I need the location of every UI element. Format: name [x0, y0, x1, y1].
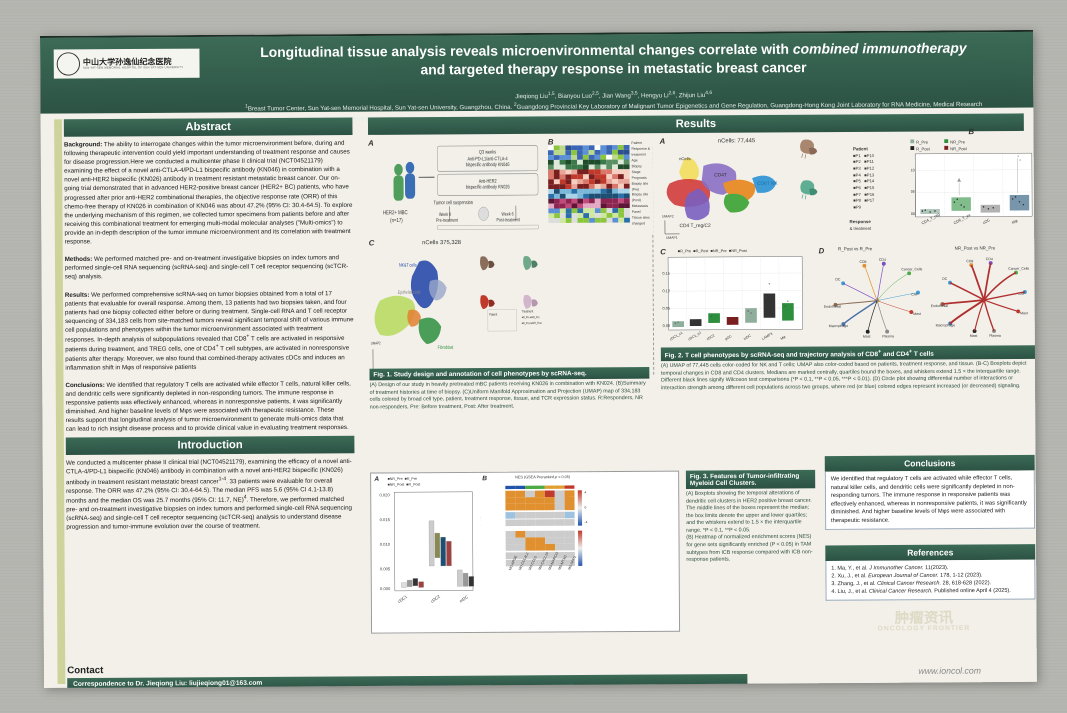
svg-text:Cancer_Cells: Cancer_Cells: [1008, 267, 1029, 271]
svg-text:Mast: Mast: [1020, 311, 1028, 315]
svg-text:0.000: 0.000: [380, 586, 391, 591]
svg-text:cDC: cDC: [982, 217, 991, 225]
svg-text:0.00: 0.00: [663, 323, 671, 328]
svg-text:-4: -4: [585, 520, 588, 524]
svg-text:bispecific antibody KN046: bispecific antibody KN046: [466, 162, 510, 168]
svg-text:UMAP1: UMAP1: [666, 236, 678, 240]
svg-text:TGFβ Signaling: TGFβ Signaling: [481, 564, 482, 568]
svg-text:Q3 weeks: Q3 weeks: [479, 149, 497, 155]
svg-text:●R_Pre ●NR_Pre: ●R_Pre ●NR_Pre: [522, 315, 540, 320]
svg-text:Mast: Mast: [863, 335, 871, 339]
svg-text:NK&T cells: NK&T cells: [399, 262, 417, 268]
svg-text:Mast: Mast: [913, 312, 921, 316]
svg-text:Epithelial cells: Epithelial cells: [398, 289, 421, 295]
svg-text:0.020: 0.020: [379, 492, 390, 497]
svg-text:(n=17): (n=17): [390, 217, 403, 224]
svg-text:UMAP2: UMAP2: [662, 214, 674, 218]
svg-text:Macrophage: Macrophage: [936, 323, 955, 327]
svg-text:Treatment: Treatment: [522, 309, 534, 314]
svg-text:Plasma: Plasma: [989, 334, 1001, 338]
svg-text:0.005: 0.005: [380, 566, 391, 571]
svg-text:CD4 T_reg/C2: CD4 T_reg/C2: [680, 223, 712, 229]
svg-text:cDC1_c1: cDC1_c1: [669, 331, 683, 342]
svg-text:●R_Post ●NR_Post: ●R_Post ●NR_Post: [522, 321, 542, 326]
svg-text:NR_Post: NR_Post: [950, 146, 968, 151]
svg-text:Patient: Patient: [489, 312, 497, 317]
svg-text:0.05: 0.05: [663, 306, 671, 311]
svg-text:DC: DC: [835, 277, 841, 281]
svg-text:0.10: 0.10: [910, 168, 914, 172]
svg-text:Macrophage: Macrophage: [829, 324, 848, 328]
svg-text:0.015: 0.015: [380, 517, 391, 522]
svg-text:CD8: CD8: [859, 260, 866, 264]
svg-text:pDC: pDC: [724, 334, 732, 341]
svg-text:R_Post: R_Post: [916, 146, 931, 151]
svg-text:nCells: nCells: [679, 156, 691, 161]
svg-text:0.00: 0.00: [910, 212, 915, 216]
svg-text:Fibroblast: Fibroblast: [438, 344, 454, 350]
svg-text:HER2+ MBC: HER2+ MBC: [383, 210, 408, 217]
svg-text:4: 4: [584, 491, 586, 495]
svg-text:0.10: 0.10: [662, 288, 670, 293]
svg-text:CD4T: CD4T: [714, 172, 727, 178]
svg-text:CD8T NK: CD8T NK: [757, 181, 778, 187]
svg-text:LAMP3: LAMP3: [761, 332, 773, 341]
svg-text:Mφ: Mφ: [780, 334, 787, 340]
svg-text:CD4: CD4: [986, 257, 993, 261]
svg-text:Post-treatment: Post-treatment: [497, 217, 521, 223]
svg-text:mDC: mDC: [743, 333, 752, 341]
svg-text:DC: DC: [942, 277, 948, 281]
svg-text:mDC: mDC: [458, 594, 469, 604]
svg-text:cDC1_c2: cDC1_c2: [687, 331, 701, 342]
svg-text:Pre-treatment: Pre-treatment: [436, 217, 459, 223]
svg-text:CD8: CD8: [966, 259, 973, 263]
svg-text:CD4: CD4: [879, 258, 886, 262]
svg-text:R_Pre: R_Pre: [916, 140, 929, 145]
svg-text:0: 0: [584, 505, 586, 509]
svg-text:NR_Pre: NR_Pre: [950, 139, 966, 144]
svg-text:0.05: 0.05: [910, 190, 915, 194]
svg-text:0.010: 0.010: [380, 542, 391, 547]
svg-text:Tumor cell suspension: Tumor cell suspension: [434, 200, 474, 206]
svg-text:Endothelial: Endothelial: [824, 305, 842, 309]
svg-text:UMAP2: UMAP2: [371, 341, 381, 346]
svg-text:bispecific antibody KN026: bispecific antibody KN026: [466, 184, 510, 190]
svg-text:Cancer_Cells: Cancer_Cells: [901, 267, 922, 271]
svg-text:Plasma: Plasma: [882, 334, 894, 338]
svg-text:cDC2: cDC2: [706, 333, 716, 341]
svg-text:0.15: 0.15: [662, 271, 670, 276]
svg-text:cDC1: cDC1: [397, 594, 409, 604]
svg-text:Mφ: Mφ: [1011, 218, 1019, 225]
svg-text:Mast: Mast: [970, 334, 978, 338]
svg-text:cDC2: cDC2: [430, 593, 442, 603]
